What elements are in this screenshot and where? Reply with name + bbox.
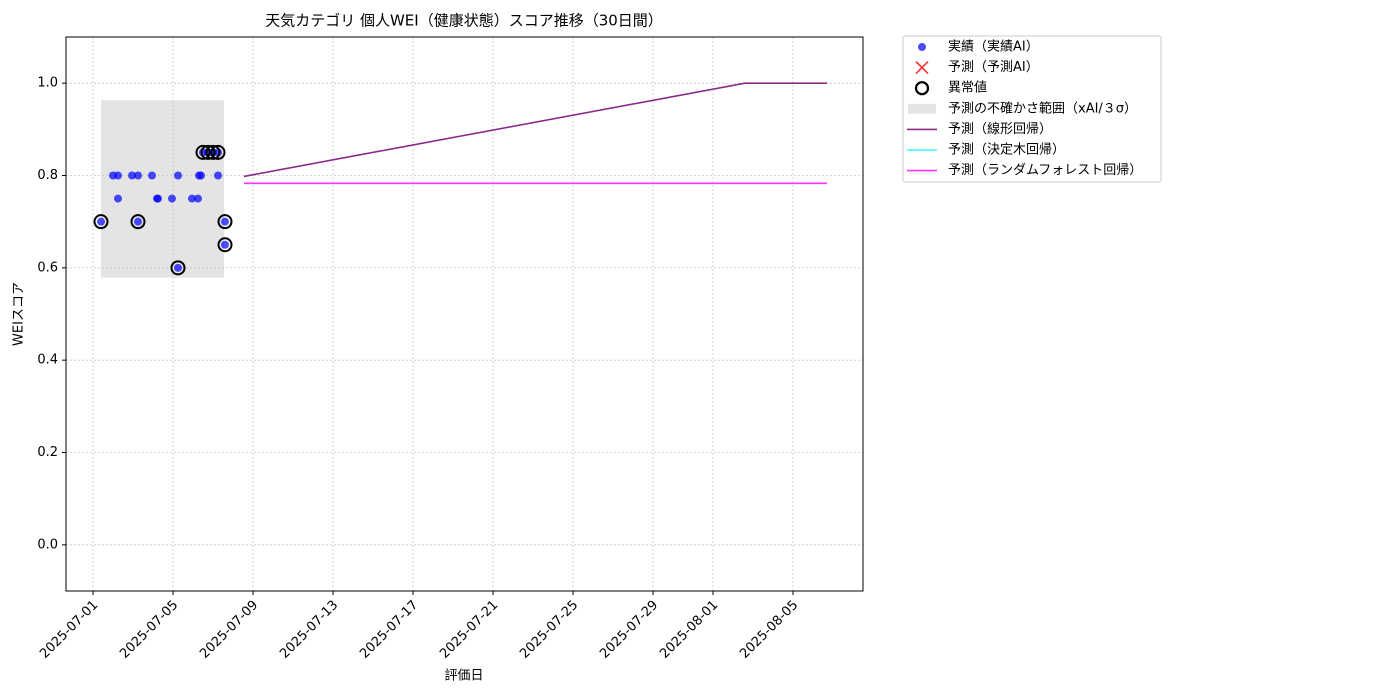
anomaly-marker — [130, 214, 146, 230]
anomaly-marker — [210, 144, 226, 160]
legend-label: 予測（決定木回帰） — [948, 142, 1065, 158]
anomaly-marker — [217, 237, 233, 253]
uncertainty-band — [101, 100, 224, 278]
prediction-line — [243, 82, 827, 178]
x-tick-label: 2025-07-29 — [597, 598, 661, 662]
legend-label: 予測（ランダムフォレスト回帰） — [948, 162, 1142, 178]
legend-label: 予測（予測AI） — [948, 60, 1039, 75]
legend-box — [902, 35, 1162, 183]
actual-point — [114, 194, 122, 203]
x-axis-label: 評価日 — [444, 669, 483, 684]
x-tick-label: 2025-07-09 — [197, 598, 261, 662]
actual-point — [128, 171, 136, 180]
actual-point — [97, 217, 105, 226]
x-tick-label: 2025-07-17 — [357, 598, 421, 662]
y-tick-label: 0.4 — [37, 353, 58, 368]
anomaly-marker — [205, 144, 221, 160]
x-tick-label: 2025-07-05 — [117, 598, 181, 662]
actual-point — [168, 194, 176, 203]
legend-label: 異常値 — [948, 80, 987, 96]
x-tick-label: 2025-07-01 — [37, 598, 101, 662]
actual-point — [134, 171, 142, 180]
y-tick-label: 0.2 — [37, 445, 58, 460]
actual-point — [114, 171, 122, 180]
y-tick-label: 1.0 — [37, 76, 58, 91]
y-tick-label: 0.8 — [37, 168, 58, 183]
actual-point — [134, 217, 142, 226]
actual-point — [174, 171, 182, 180]
actual-point — [154, 194, 162, 203]
anomaly-marker — [93, 214, 109, 230]
y-tick-label: 0.0 — [37, 537, 58, 552]
x-tick-label: 2025-07-13 — [277, 598, 341, 662]
actual-point — [221, 240, 229, 249]
y-axis-label: WEIスコア — [12, 282, 27, 346]
plot-frame — [65, 36, 864, 592]
legend-marker — [908, 103, 936, 114]
anomaly-marker — [170, 260, 186, 276]
legend-label: 実績（実績AI） — [948, 39, 1039, 55]
anomaly-marker — [217, 214, 233, 230]
y-tick-label: 0.6 — [37, 260, 58, 275]
anomaly-marker — [195, 144, 211, 160]
actual-point — [221, 217, 229, 226]
legend-label: 予測の不確かさ範囲（xAI/３σ） — [948, 100, 1137, 116]
actual-point — [214, 171, 222, 180]
x-tick-label: 2025-08-05 — [737, 598, 801, 662]
anomaly-marker — [200, 144, 216, 160]
x-tick-label: 2025-07-25 — [517, 598, 581, 662]
legend-marker — [915, 61, 929, 75]
actual-point — [194, 194, 202, 203]
chart-title: 天気カテゴリ 個人WEI（健康状態）スコア推移（30日間） — [265, 12, 663, 30]
actual-point — [174, 263, 182, 272]
legend-label: 予測（線形回帰） — [948, 121, 1052, 137]
actual-point — [188, 194, 196, 203]
x-tick-label: 2025-07-21 — [437, 598, 501, 662]
actual-point — [197, 171, 205, 180]
actual-point — [148, 171, 156, 180]
x-tick-label: 2025-08-01 — [657, 598, 721, 662]
legend-marker — [918, 43, 926, 51]
legend-marker — [914, 81, 930, 96]
